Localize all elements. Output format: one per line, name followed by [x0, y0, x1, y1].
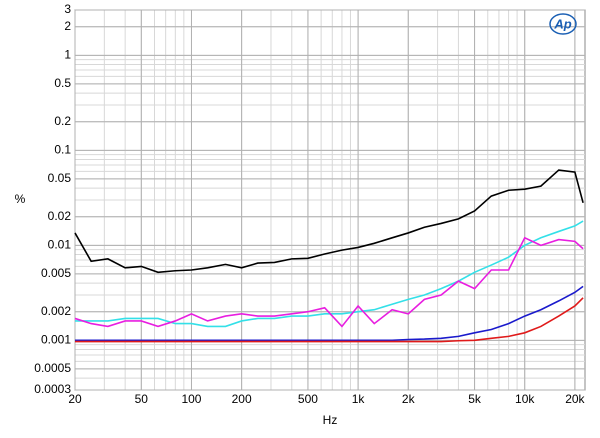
y-tick-label: 2	[64, 19, 71, 33]
y-tick-label: 0.05	[48, 171, 72, 185]
y-tick-label: 0.005	[41, 266, 71, 280]
x-tick-label: 20k	[565, 392, 585, 406]
y-tick-label: 0.02	[48, 209, 72, 223]
y-axis-label: %	[15, 192, 26, 206]
x-axis-label: Hz	[323, 413, 338, 427]
logo-ring	[549, 13, 577, 35]
series-line	[75, 220, 584, 328]
y-tick-label: 3	[64, 2, 71, 16]
y-tick-label: 0.0005	[34, 361, 71, 375]
x-tick-label: 10k	[515, 392, 535, 406]
y-tick-label: 0.1	[54, 142, 71, 156]
y-tick-label: 0.002	[41, 304, 71, 318]
lines	[74, 169, 584, 343]
x-tick-label: 200	[232, 392, 252, 406]
x-tick-label: 1k	[352, 392, 366, 406]
y-tick-label: 1	[64, 47, 71, 61]
series-line	[74, 236, 584, 328]
x-tick-label: 100	[181, 392, 201, 406]
series-line	[75, 297, 584, 343]
y-tick-label: 0.0003	[34, 382, 71, 396]
y-tick-label: 0.5	[54, 76, 71, 90]
x-tick-label: 20	[68, 392, 82, 406]
y-tick-label: 0.01	[48, 237, 72, 251]
series-line	[74, 169, 584, 274]
logo: Ap	[553, 16, 571, 31]
x-tick-label: 500	[298, 392, 318, 406]
x-tick-label: 2k	[402, 392, 416, 406]
x-tick-label: 50	[135, 392, 149, 406]
y-tick-label: 0.001	[41, 332, 71, 346]
x-tick-label: 5k	[468, 392, 482, 406]
series-line	[75, 285, 584, 342]
y-tick-label: 0.2	[54, 114, 71, 128]
